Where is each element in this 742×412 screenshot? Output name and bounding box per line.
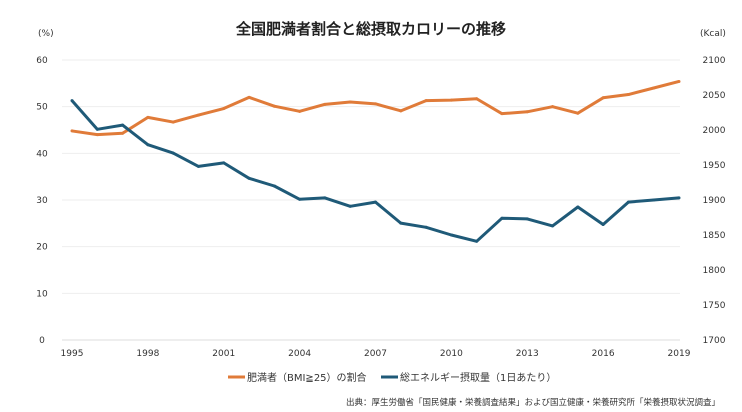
y-right-tick-label: 1900 <box>703 196 726 206</box>
data-point <box>95 133 99 137</box>
data-point <box>272 104 276 108</box>
y-right-tick-label: 1950 <box>703 161 726 171</box>
data-point <box>424 225 428 229</box>
data-point <box>298 197 302 201</box>
x-tick-label: 2013 <box>516 349 539 359</box>
data-point <box>449 98 453 102</box>
data-point <box>247 95 251 99</box>
data-point <box>374 200 377 204</box>
data-point <box>222 161 226 165</box>
data-point <box>652 198 656 202</box>
x-tick-label: 2019 <box>668 349 691 359</box>
data-point <box>677 79 681 83</box>
y-left-tick-label: 40 <box>36 149 48 159</box>
data-point <box>121 123 125 127</box>
data-point <box>95 127 99 131</box>
data-point <box>171 120 175 124</box>
data-point <box>146 143 150 147</box>
x-tick-label: 2007 <box>364 349 387 359</box>
data-point <box>601 223 605 226</box>
left-axis-unit: (%) <box>38 29 54 39</box>
data-point <box>576 111 580 115</box>
x-tick-label: 1995 <box>61 349 84 359</box>
data-point <box>449 233 453 237</box>
data-point <box>323 196 327 200</box>
y-left-tick-label: 30 <box>36 196 48 206</box>
y-right-tick-label: 1800 <box>703 266 726 276</box>
y-left-tick-label: 10 <box>36 289 48 299</box>
data-point <box>348 204 352 208</box>
data-point <box>500 216 504 220</box>
data-point <box>247 176 251 180</box>
y-right-tick-label: 1850 <box>703 231 726 241</box>
data-point <box>626 93 630 97</box>
x-tick-label: 2016 <box>592 349 615 359</box>
data-point <box>298 109 302 113</box>
data-point <box>399 109 403 113</box>
data-point <box>677 196 681 200</box>
legend-label-obesity: 肥満者（BMI≧25）の割合 <box>247 371 367 384</box>
y-left-tick-label: 0 <box>39 336 45 346</box>
data-point <box>70 129 74 133</box>
data-point <box>652 86 656 90</box>
x-tick-label: 2001 <box>212 349 235 359</box>
y-right-tick-label: 2100 <box>703 56 726 66</box>
y-right-tick-label: 1750 <box>703 301 726 311</box>
y-right-tick-label: 2000 <box>703 126 726 136</box>
data-point <box>374 102 377 106</box>
data-point <box>525 110 529 114</box>
data-point <box>222 107 226 111</box>
y-left-tick-label: 20 <box>36 243 48 253</box>
data-point <box>576 205 580 209</box>
data-point <box>475 239 479 243</box>
x-tick-label: 1998 <box>136 349 159 359</box>
data-point <box>146 115 150 119</box>
data-point <box>272 184 276 188</box>
x-tick-label: 2010 <box>440 349 463 359</box>
data-point <box>551 224 555 228</box>
data-point <box>500 112 504 116</box>
right-axis-unit: (Kcal) <box>700 29 726 39</box>
series-line-obesity <box>71 80 680 137</box>
data-point <box>601 96 605 100</box>
data-point <box>424 99 428 103</box>
data-point <box>475 97 479 101</box>
source-note: 出典：厚生労働省「国民健康・栄養調査結果」および国立健康・栄養研究所「栄養摂取状… <box>346 397 720 408</box>
y-right-tick-label: 1700 <box>703 336 726 346</box>
data-point <box>525 217 529 221</box>
y-left-tick-label: 50 <box>36 103 48 113</box>
data-point <box>171 151 175 155</box>
data-point <box>348 100 352 104</box>
data-point <box>323 102 327 106</box>
x-tick-label: 2004 <box>288 349 311 359</box>
data-point <box>121 131 125 135</box>
data-point <box>196 113 200 117</box>
data-point <box>196 164 200 168</box>
data-point <box>399 221 403 225</box>
data-point <box>70 99 74 103</box>
chart-title: 全国肥満者割合と総摂取カロリーの推移 <box>235 20 506 38</box>
y-left-tick-label: 60 <box>36 56 48 66</box>
data-point <box>626 200 630 204</box>
data-point <box>551 105 555 109</box>
y-right-tick-label: 2050 <box>703 91 726 101</box>
legend-label-energy: 総エネルギー摂取量（1日あたり） <box>400 371 556 384</box>
